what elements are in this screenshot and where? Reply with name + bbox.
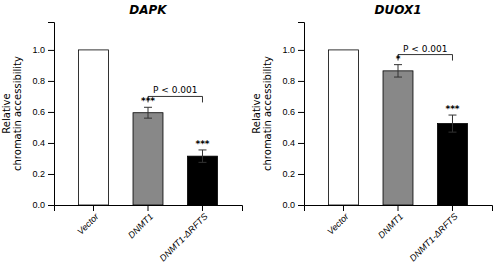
- y-tick-mark: [298, 112, 304, 113]
- x-tick-label: Vector: [325, 211, 351, 237]
- bracket-label: P < 0.001: [403, 44, 447, 54]
- error-bar: [144, 107, 152, 118]
- y-axis: 0.0 0.2 0.4 0.6 0.8 1.0: [282, 23, 304, 211]
- y-axis-line: [298, 23, 305, 206]
- y-tick-label: 0.8: [282, 76, 295, 86]
- y-tick: 0.2: [282, 169, 304, 179]
- bracket: [148, 96, 202, 102]
- y-tick-mark: [48, 205, 54, 206]
- x-tick: DNMT1-ΔRFTS: [158, 205, 210, 263]
- y-tick-label: 0.4: [282, 138, 295, 148]
- y-tick-mark: [48, 50, 54, 51]
- error-bar-line: [448, 115, 456, 132]
- error-bar: [394, 65, 402, 77]
- x-tick-mark: [398, 205, 399, 211]
- y-tick: 0.8: [282, 76, 304, 86]
- x-tick: DNMT1: [376, 205, 405, 240]
- x-tick-label: DNMT1: [376, 211, 405, 240]
- x-tick-mark: [202, 205, 203, 211]
- y-tick-label: 0.2: [282, 169, 295, 179]
- x-tick-label: Vector: [75, 211, 101, 237]
- y-tick: 0.8: [32, 76, 54, 86]
- x-axis: Vector DNMT1DNMT1-ΔRFTS: [305, 205, 493, 263]
- y-tick: 0.0: [282, 200, 304, 210]
- y-tick-mark: [298, 50, 304, 51]
- x-tick: Vector: [325, 205, 351, 237]
- error-bar: [448, 115, 456, 132]
- bar: [79, 50, 109, 205]
- y-tick-label: 0.8: [32, 76, 45, 86]
- x-tick-mark: [452, 205, 453, 211]
- y-tick-label: 1.0: [282, 45, 295, 55]
- x-tick: DNMT1: [126, 205, 155, 240]
- y-tick: 0.2: [32, 169, 54, 179]
- x-tick-mark: [93, 205, 94, 211]
- y-tick-label: 0.6: [282, 107, 295, 117]
- x-tick: Vector: [75, 205, 101, 237]
- error-bar-line: [394, 65, 402, 77]
- x-axis-line: [305, 206, 493, 212]
- bar: [383, 71, 413, 205]
- chart-root: 0.00.20.40.60.81.0VectorDNMT1DNMT1-ΔRFTS…: [0, 0, 500, 267]
- y-tick-mark: [298, 81, 304, 82]
- y-tick-label: 1.0: [32, 45, 45, 55]
- y-tick: 0.6: [32, 107, 54, 117]
- y-tick: 1.0: [282, 45, 304, 55]
- title: DUOX1: [374, 3, 421, 17]
- y-tick-label: 0.4: [32, 138, 45, 148]
- y-tick-mark: [48, 143, 54, 144]
- error-bar: [198, 150, 206, 162]
- y-tick: 1.0: [32, 45, 54, 55]
- panel: 0.0 0.2 0.4 0.6 0.8 1.0 Vector DNMT1DNMT1-ΔRFTS…: [251, 3, 493, 263]
- y-tick: 0.6: [282, 107, 304, 117]
- y-axis-title: Relativechromatin accessibility: [251, 56, 273, 171]
- significance-label: ***: [445, 104, 459, 114]
- bracket: [398, 55, 452, 61]
- bar: [188, 156, 218, 205]
- y-tick-mark: [48, 81, 54, 82]
- y-tick-mark: [298, 143, 304, 144]
- bar: [438, 124, 468, 205]
- significance-label: ***: [195, 139, 209, 149]
- title: DAPK: [129, 3, 168, 17]
- y-axis: 0.0 0.2 0.4 0.6 0.8 1.0: [32, 23, 54, 211]
- y-tick-label: 0.0: [282, 200, 295, 210]
- y-tick: 0.0: [32, 200, 54, 210]
- y-tick-mark: [48, 112, 54, 113]
- bar: [133, 113, 163, 205]
- plot-area: [79, 50, 218, 205]
- error-bar-line: [144, 107, 152, 118]
- bar: [329, 50, 359, 205]
- y-tick-mark: [298, 174, 304, 175]
- y-tick-mark: [48, 174, 54, 175]
- y-tick: 0.4: [32, 138, 54, 148]
- y-tick-label: 0.6: [32, 107, 45, 117]
- error-bar-line: [198, 150, 206, 162]
- plot-area: [329, 50, 468, 205]
- y-tick-mark: [298, 205, 304, 206]
- y-tick: 0.4: [282, 138, 304, 148]
- bracket-label: P < 0.001: [153, 85, 197, 95]
- x-tick-label: DNMT1-ΔRFTS: [158, 211, 210, 263]
- x-axis: Vector DNMT1DNMT1-ΔRFTS: [55, 205, 243, 263]
- y-axis-line: [48, 23, 55, 206]
- x-tick-label: DNMT1: [126, 211, 155, 240]
- x-axis-line: [55, 206, 243, 212]
- panel: 0.0 0.2 0.4 0.6 0.8 1.0 Vector DNMT1DNMT1-ΔRFTS…: [1, 3, 243, 263]
- x-tick: DNMT1-ΔRFTS: [408, 205, 460, 263]
- y-tick-label: 0.0: [32, 200, 45, 210]
- x-tick-label: DNMT1-ΔRFTS: [408, 211, 460, 263]
- y-tick-label: 0.2: [32, 169, 45, 179]
- y-axis-title: Relativechromatin accessibility: [1, 56, 23, 171]
- x-tick-mark: [343, 205, 344, 211]
- x-tick-mark: [148, 205, 149, 211]
